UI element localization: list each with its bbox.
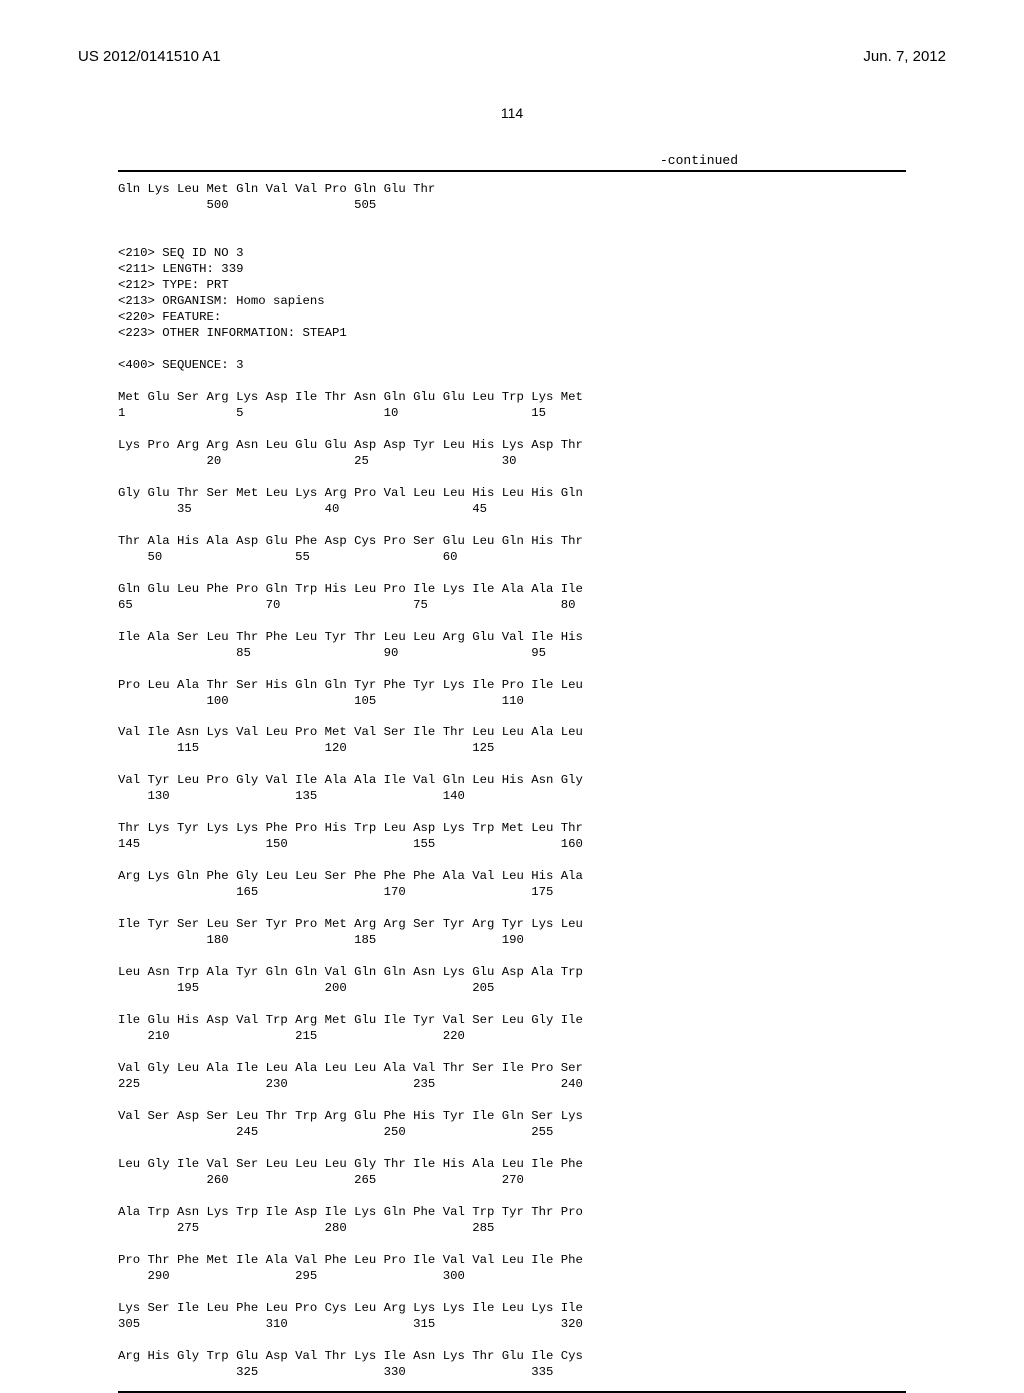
page-number: 114 (78, 105, 946, 121)
publication-date: Jun. 7, 2012 (863, 48, 946, 65)
continued-label: -continued (78, 153, 946, 168)
publication-number: US 2012/0141510 A1 (78, 48, 221, 65)
sequence-listing: Gln Lys Leu Met Gln Val Val Pro Gln Glu … (118, 182, 906, 1381)
page: US 2012/0141510 A1 Jun. 7, 2012 114 -con… (0, 0, 1024, 1320)
sequence-block: Gln Lys Leu Met Gln Val Val Pro Gln Glu … (118, 170, 906, 1393)
page-header: US 2012/0141510 A1 Jun. 7, 2012 (78, 48, 946, 69)
